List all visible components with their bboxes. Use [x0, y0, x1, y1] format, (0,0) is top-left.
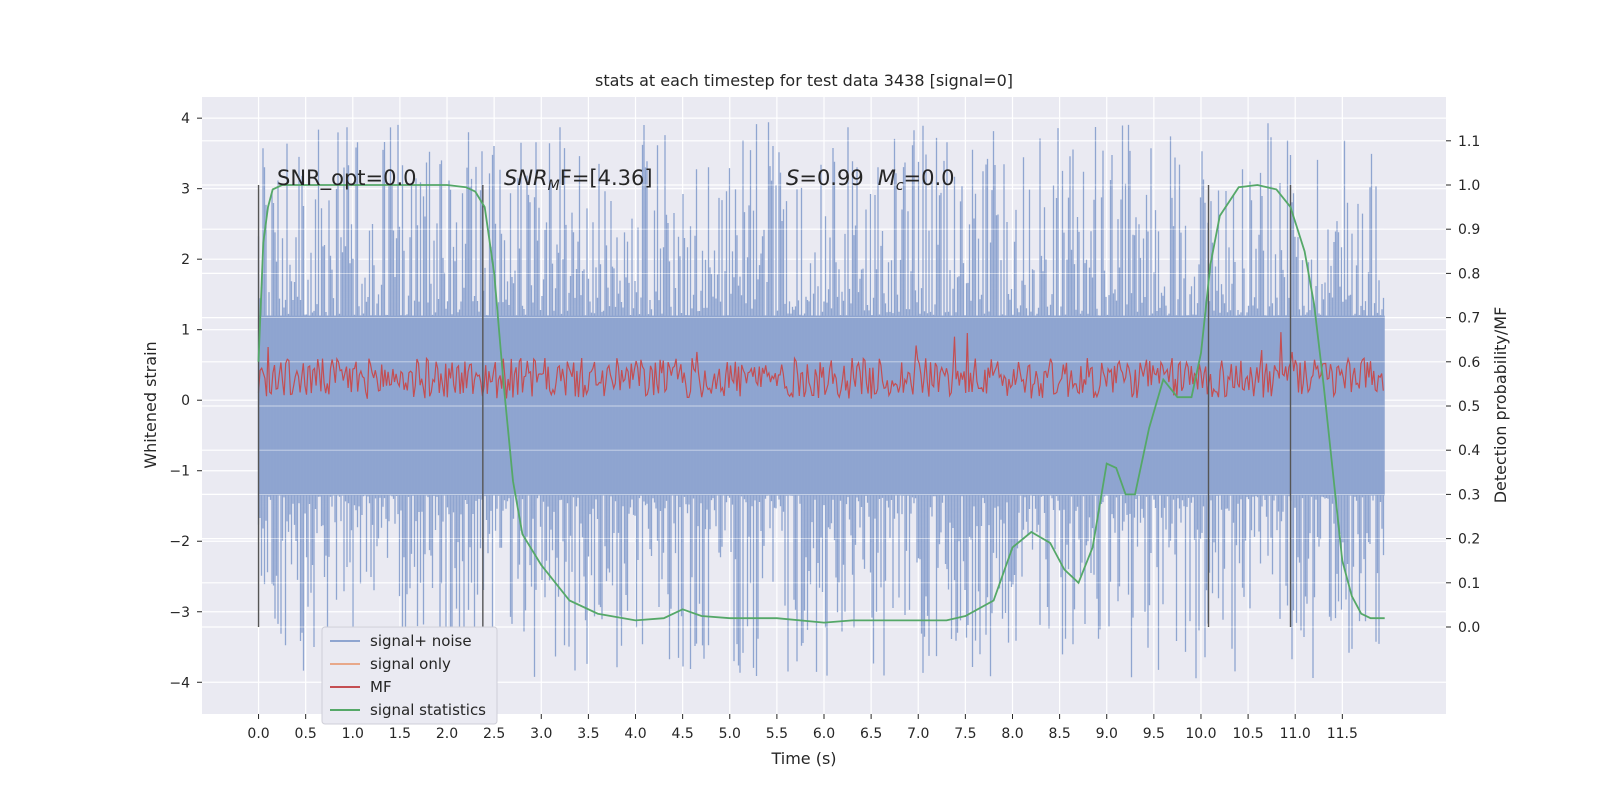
- mc-label: M: [878, 166, 896, 190]
- y-right-axis-label: Detection probability/MF: [1491, 307, 1510, 504]
- x-tick-label: 8.5: [1048, 726, 1070, 742]
- x-tick-label: 1.0: [342, 726, 364, 742]
- vertical-markers: [257, 185, 1292, 627]
- x-tick-label: 4.5: [672, 726, 694, 742]
- y-right-tick-label: 0.6: [1458, 355, 1480, 371]
- s-value: =0.99: [799, 166, 863, 190]
- y-right-tick-label: 0.3: [1458, 487, 1480, 503]
- y-right-tick-label: 0.4: [1458, 443, 1480, 459]
- y-tick-label: 4: [181, 111, 190, 127]
- x-tick-label: 9.0: [1096, 726, 1118, 742]
- x-tick-label: 9.5: [1143, 726, 1165, 742]
- y-right-tick-label: 0.0: [1458, 620, 1480, 636]
- mc-value: =0.0: [904, 166, 955, 190]
- x-tick-label: 5.5: [766, 726, 788, 742]
- snr-mf-suffix: F=[4.36]: [560, 166, 653, 190]
- legend-label-mf: MF: [370, 678, 392, 696]
- annotation-snr-opt: SNR_opt=0.0: [277, 166, 417, 191]
- legend-box: [321, 626, 498, 725]
- chart-title: stats at each timestep for test data 343…: [595, 71, 1013, 90]
- y-right-tick-label: 0.1: [1458, 576, 1480, 592]
- x-tick-label: 11.0: [1280, 726, 1311, 742]
- x-tick-label: 10.5: [1233, 726, 1264, 742]
- y-tick-label: −3: [169, 605, 190, 621]
- x-tick-label: 8.0: [1001, 726, 1023, 742]
- y-tick-label: 0: [181, 393, 190, 409]
- legend-label-signal-only: signal only: [370, 655, 451, 673]
- series-signal-noise: [257, 122, 1385, 679]
- x-tick-label: 7.0: [907, 726, 929, 742]
- y-right-tick-label: 1.0: [1458, 178, 1480, 194]
- x-tick-label: 7.5: [954, 726, 976, 742]
- y-right-tick-label: 0.2: [1458, 532, 1480, 548]
- annotation-snr-mf: SNRMF=[4.36]: [504, 166, 653, 194]
- x-axis-ticks: 0.0 0.5 1.0 1.5 2.0 2.5 3.0 3.5 4.0 4.5 5.0 5.5 6.0 6…: [247, 714, 1358, 742]
- x-tick-label: 2.0: [436, 726, 458, 742]
- snr-mf-prefix: SNR: [504, 166, 548, 190]
- y-right-tick-label: 1.1: [1458, 134, 1480, 150]
- x-tick-label: 0.5: [295, 726, 317, 742]
- y-right-tick-label: 0.8: [1458, 266, 1480, 282]
- s-label: S: [786, 166, 799, 190]
- y-axis-ticks: −4 −3 −2 −1 0 1 2 3 4: [169, 111, 202, 691]
- annotation-s-mc: S=0.99 Mc=0.0: [786, 166, 955, 194]
- y-tick-label: 3: [181, 182, 190, 198]
- legend-label-signal-noise: signal+ noise: [370, 632, 472, 650]
- legend: signal+ noise signal only MF signal stat…: [321, 626, 498, 725]
- y-tick-label: −1: [169, 464, 190, 480]
- x-tick-label: 3.0: [530, 726, 552, 742]
- y-right-axis-ticks: 0.0 0.1 0.2 0.3 0.4 0.5 0.6 0.7 0.8 0.9 1.0 1.1: [1446, 134, 1480, 636]
- x-tick-label: 3.5: [577, 726, 599, 742]
- legend-label-signal-statistics: signal statistics: [370, 701, 486, 719]
- x-tick-label: 1.5: [389, 726, 411, 742]
- y-right-tick-label: 0.9: [1458, 222, 1480, 238]
- y-tick-label: −2: [169, 534, 190, 550]
- snr-mf-sub: M: [548, 178, 560, 194]
- x-tick-label: 10.0: [1185, 726, 1216, 742]
- y-tick-label: 2: [181, 252, 190, 268]
- y-axis-label: Whitened strain: [141, 341, 160, 468]
- y-tick-label: −4: [169, 675, 190, 691]
- y-tick-label: 1: [181, 323, 190, 339]
- x-tick-label: 2.5: [483, 726, 505, 742]
- x-axis-label: Time (s): [770, 749, 836, 768]
- series-signal-statistics: [257, 184, 1385, 624]
- x-tick-label: 6.0: [813, 726, 835, 742]
- y-right-tick-label: 0.7: [1458, 311, 1480, 327]
- x-tick-label: 11.5: [1327, 726, 1358, 742]
- mc-sub: c: [896, 178, 904, 194]
- x-tick-label: 0.0: [247, 726, 269, 742]
- x-tick-label: 5.0: [719, 726, 741, 742]
- x-tick-label: 6.5: [860, 726, 882, 742]
- y-right-tick-label: 0.5: [1458, 399, 1480, 415]
- x-tick-label: 4.0: [624, 726, 646, 742]
